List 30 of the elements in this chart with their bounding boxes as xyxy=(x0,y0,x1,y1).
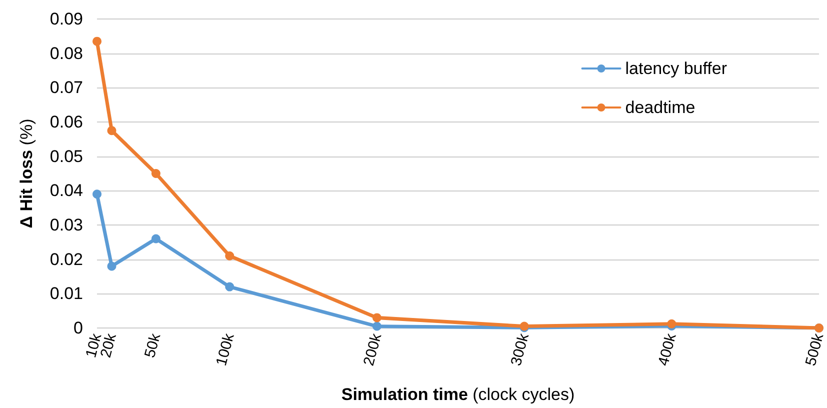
legend-label: deadtime xyxy=(625,98,696,117)
point xyxy=(372,313,382,322)
y-tick-label: 0.08 xyxy=(50,44,83,63)
legend-label: latency buffer xyxy=(625,59,728,78)
y-tick-label: 0.03 xyxy=(50,216,83,234)
y-tick-label: 0.09 xyxy=(50,10,83,28)
y-axis-title: Δ Hit loss (%) xyxy=(17,118,36,228)
x-tick-label: 100k xyxy=(212,331,238,368)
point xyxy=(107,126,116,136)
point xyxy=(107,262,116,271)
x-axis-title: Simulation time (clock cycles) xyxy=(341,385,575,404)
x-tick-label: 400k xyxy=(655,331,680,368)
y-tick-label: 0.06 xyxy=(50,112,83,132)
y-tick-label: 0.01 xyxy=(50,284,83,304)
point xyxy=(151,169,160,178)
point xyxy=(225,251,234,260)
y-tick-label: 0 xyxy=(74,318,83,338)
x-tick-label: 200k xyxy=(360,331,386,368)
y-tick-label: 0.05 xyxy=(50,146,83,166)
y-tick-label: 0.07 xyxy=(50,78,83,98)
point xyxy=(151,234,160,244)
x-tick-label: 50k xyxy=(141,331,164,360)
point xyxy=(92,36,102,46)
x-tick-label: 300k xyxy=(508,331,533,368)
y-tick-label: 0.02 xyxy=(50,250,83,269)
x-tick-label: 500k xyxy=(802,331,827,368)
y-tick-label: 0.04 xyxy=(50,181,83,200)
point xyxy=(92,190,102,199)
point xyxy=(225,282,234,292)
point xyxy=(372,322,382,331)
